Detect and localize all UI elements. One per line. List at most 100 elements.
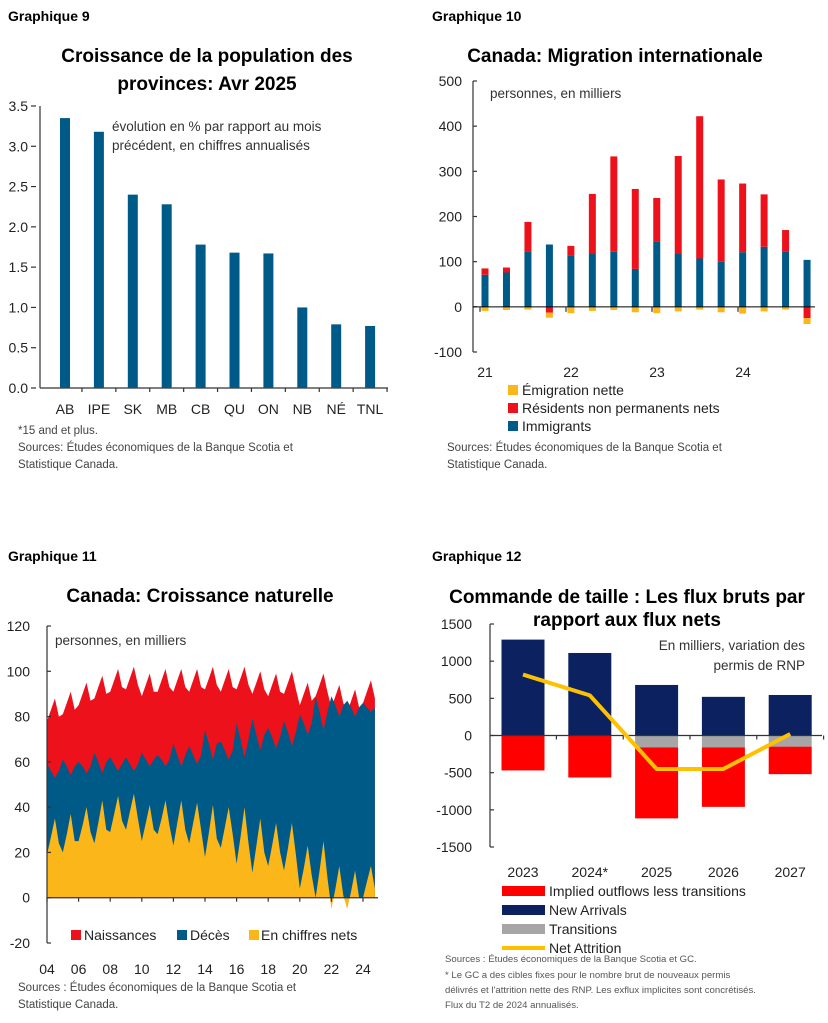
x-tick-label: 24: [735, 364, 751, 380]
legend-swatch-immigrants: [508, 421, 518, 431]
y-tick-label: -1500: [436, 839, 472, 855]
sources-line-1: Sources: Études économiques de la Banque…: [447, 441, 723, 454]
bar-segment-emigration: [696, 306, 704, 310]
y-tick-label: 2.0: [9, 219, 29, 235]
bar-segment-immigrants: [502, 272, 510, 307]
plot-area: -1500 -1000 -500 0 500 1000 1500 2023 2024* 2025 2…: [436, 616, 825, 880]
bar-ab: [60, 118, 70, 388]
x-tick-label: 10: [134, 961, 150, 977]
legend-label-deces: Décès: [190, 927, 230, 943]
legend-label-immigrants: Immigrants: [522, 418, 591, 434]
chart-graphique-9: Graphique 9 Croissance de la population …: [8, 8, 388, 471]
y-tick-label: 300: [439, 163, 463, 179]
bar-segment-rnp: [610, 156, 618, 252]
y-tick-label: 500: [439, 73, 463, 89]
y-tick-label: 1.5: [9, 259, 29, 275]
bar-segment-emigration: [674, 306, 682, 312]
sources-line-2: Statistique Canada.: [18, 999, 118, 1011]
sources-line: Sources : Études économiques de la Banqu…: [445, 954, 697, 965]
legend-label-net: En chiffres nets: [261, 927, 357, 943]
bar-segment-rnp: [502, 267, 510, 273]
y-tick-label: 3.0: [9, 138, 29, 154]
bar-segment-immigrants: [545, 244, 553, 307]
chart-label: Graphique 12: [432, 548, 522, 564]
legend-label-transitions: Transitions: [549, 921, 617, 937]
chart-label: Graphique 9: [8, 8, 90, 24]
chart-title: Canada: Croissance naturelle: [66, 586, 333, 607]
bar-new-arrivals: [501, 639, 545, 736]
chart-note: personnes, en milliers: [55, 633, 187, 648]
y-tick-label: 200: [439, 209, 463, 225]
legend-label-attrition: Net Attrition: [549, 940, 621, 956]
footnote-line-3: Flux du T2 de 2024 annualisés.: [445, 1000, 579, 1011]
legend: Implied outflows less transitions New Ar…: [502, 883, 746, 956]
bar-né: [331, 324, 342, 388]
bar-segment-emigration: [631, 306, 639, 313]
footnote: *15 and et plus.: [18, 425, 98, 437]
x-tick-label: 12: [166, 961, 182, 977]
bar-segment-emigration: [545, 312, 553, 318]
legend-swatch-rnp: [508, 403, 518, 413]
area-net: [47, 793, 375, 909]
bar-transitions: [701, 735, 745, 748]
bar-ipe: [93, 131, 104, 389]
bar-segment-emigration: [760, 306, 768, 312]
bar-segment-immigrants: [782, 251, 790, 307]
bar-segment-emigration: [610, 306, 618, 310]
legend: Émigration nette Résidents non permanent…: [508, 382, 720, 434]
bar-segment-immigrants: [760, 246, 768, 307]
bar-segment-rnp: [481, 268, 489, 275]
x-tick-label: SK: [123, 401, 142, 417]
bar-nb: [297, 307, 308, 388]
bar-segment-rnp: [696, 116, 704, 259]
bar-segment-immigrants: [653, 241, 661, 307]
bar-segment-immigrants: [739, 252, 747, 307]
bar-segment-immigrants: [631, 268, 639, 307]
x-tick-label: MB: [156, 401, 177, 417]
plot-area: 0.0 0.5 1.0 1.5 2.0 2.5 3.0 3.5 AB IPE SK MB CB QU ON N…: [9, 98, 388, 417]
x-tick-label: 18: [260, 961, 276, 977]
x-tick-label: 14: [197, 961, 213, 977]
bar-segment-rnp: [717, 179, 725, 262]
legend-label-rnp: Résidents non permanents nets: [522, 400, 720, 416]
plot-area: -100 0 100 200 300 400 500 21 22 23 24: [434, 73, 815, 380]
bar-mb: [161, 204, 172, 388]
bar-segment-immigrants: [588, 253, 596, 307]
x-tick-label: 06: [71, 961, 87, 977]
chart-note-line-2: permis de RNP: [713, 658, 805, 673]
bar-segment-emigration: [803, 318, 811, 324]
chart-label: Graphique 10: [432, 8, 522, 24]
chart-note-line-2: précédent, en chiffres annualisés: [112, 138, 310, 153]
y-tick-label: 100: [7, 663, 31, 679]
x-tick-label: NÉ: [326, 401, 345, 417]
sources-line-1: Sources : Études économiques de la Banqu…: [18, 981, 297, 994]
x-tick-label: QU: [224, 401, 245, 417]
bar-segment-emigration: [739, 306, 747, 314]
bar-segment-rnp: [631, 188, 639, 269]
y-tick-label: 0: [22, 890, 30, 906]
x-tick-label: 2027: [775, 864, 806, 880]
bar-new-arrivals: [768, 694, 812, 736]
bar-sk: [127, 194, 138, 388]
x-tick-label: 2023: [507, 864, 538, 880]
chart-title: Canada: Migration internationale: [467, 46, 763, 67]
y-tick-label: 0.0: [9, 380, 29, 396]
bar-implied-outflows: [768, 746, 812, 775]
legend-swatch-emigration: [508, 385, 518, 395]
chart-title-line-1: Croissance de la population des: [61, 46, 352, 67]
legend-swatch-transitions: [502, 924, 545, 934]
bar-segment-emigration: [717, 306, 725, 313]
legend-label-naissances: Naissances: [84, 927, 156, 943]
y-tick-label: 1.0: [9, 299, 29, 315]
bar-on: [263, 253, 274, 388]
bar-implied-outflows: [635, 747, 679, 819]
y-tick-label: 40: [14, 799, 30, 815]
x-tick-label: 2026: [708, 864, 739, 880]
y-tick-label: 120: [7, 618, 31, 634]
chart-title-line-2: provinces: Avr 2025: [117, 74, 297, 95]
bar-segment-emigration: [567, 306, 575, 314]
sources-line-2: Statistique Canada.: [447, 459, 547, 471]
y-tick-label: -20: [10, 935, 30, 951]
bar-segment-immigrants: [717, 261, 725, 307]
bar-segment-rnp: [674, 155, 682, 254]
